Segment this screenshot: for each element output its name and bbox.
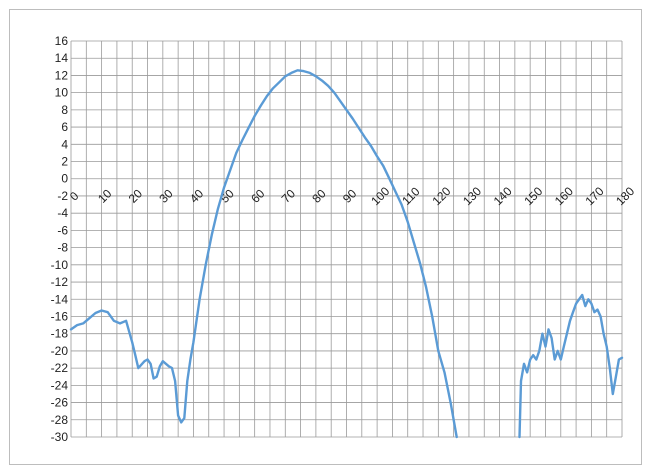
x-tick-label: 130 (460, 184, 484, 208)
x-tick-label: 140 (491, 184, 515, 208)
y-tick-label: 6 (61, 120, 68, 134)
y-tick-label: -10 (51, 258, 69, 272)
x-tick-label: 170 (583, 184, 607, 208)
line-chart: 1614121086420-2-4-6-8-10-12-14-16-18-20-… (51, 34, 638, 444)
x-tick-label: 70 (279, 186, 299, 206)
y-tick-label: -8 (57, 241, 68, 255)
y-tick-label: -4 (57, 206, 68, 220)
x-tick-label: 160 (552, 184, 576, 208)
y-tick-label: -22 (51, 361, 69, 375)
x-tick-label: 100 (368, 184, 392, 208)
y-tick-label: 0 (61, 172, 68, 186)
chart-frame: 16 14 12 10 8 6 4 2 0 -2 -4 -6 -8 -10 -12 -14 -16 -18 -20-… (9, 9, 642, 465)
y-tick-label: -26 (51, 396, 69, 410)
y-tick-label: -30 (51, 430, 69, 444)
y-tick-label: -16 (51, 309, 69, 323)
y-tick-label: 8 (61, 103, 68, 117)
series-line (69, 69, 458, 439)
y-tick-labels: 16 14 12 10 8 6 4 2 0 -2 -4 -6 -8 -10 -12 -14 -16 -18 -20 -… (51, 34, 69, 444)
y-tick-label: -18 (51, 327, 69, 341)
y-tick-label: -24 (51, 378, 69, 392)
y-tick-label: -2 (57, 189, 68, 203)
x-tick-label: 120 (429, 184, 453, 208)
x-tick-label: 150 (521, 184, 545, 208)
y-tick-label: 10 (55, 86, 69, 100)
y-tick-label: 16 (55, 34, 69, 48)
y-tick-label: 14 (55, 51, 69, 65)
y-tick-label: -28 (51, 413, 69, 427)
x-tick-label: 20 (126, 186, 146, 206)
y-tick-label: -6 (57, 223, 68, 237)
y-tick-label: -14 (51, 292, 69, 306)
series-lines (69, 69, 624, 439)
x-tick-label: 80 (309, 186, 329, 206)
x-tick-label: 60 (248, 186, 268, 206)
y-tick-label: -12 (51, 275, 69, 289)
x-tick-label: 40 (187, 186, 207, 206)
x-tick-label: 90 (340, 186, 360, 206)
y-tick-label: 2 (61, 155, 68, 169)
y-tick-label: 12 (55, 68, 69, 82)
y-tick-label: -20 (51, 344, 69, 358)
x-tick-label: 30 (156, 186, 176, 206)
x-tick-label: 180 (613, 184, 637, 208)
y-tick-label: 4 (61, 137, 68, 151)
grid (70, 40, 623, 438)
series-line (518, 293, 624, 439)
x-tick-label: 10 (95, 186, 115, 206)
